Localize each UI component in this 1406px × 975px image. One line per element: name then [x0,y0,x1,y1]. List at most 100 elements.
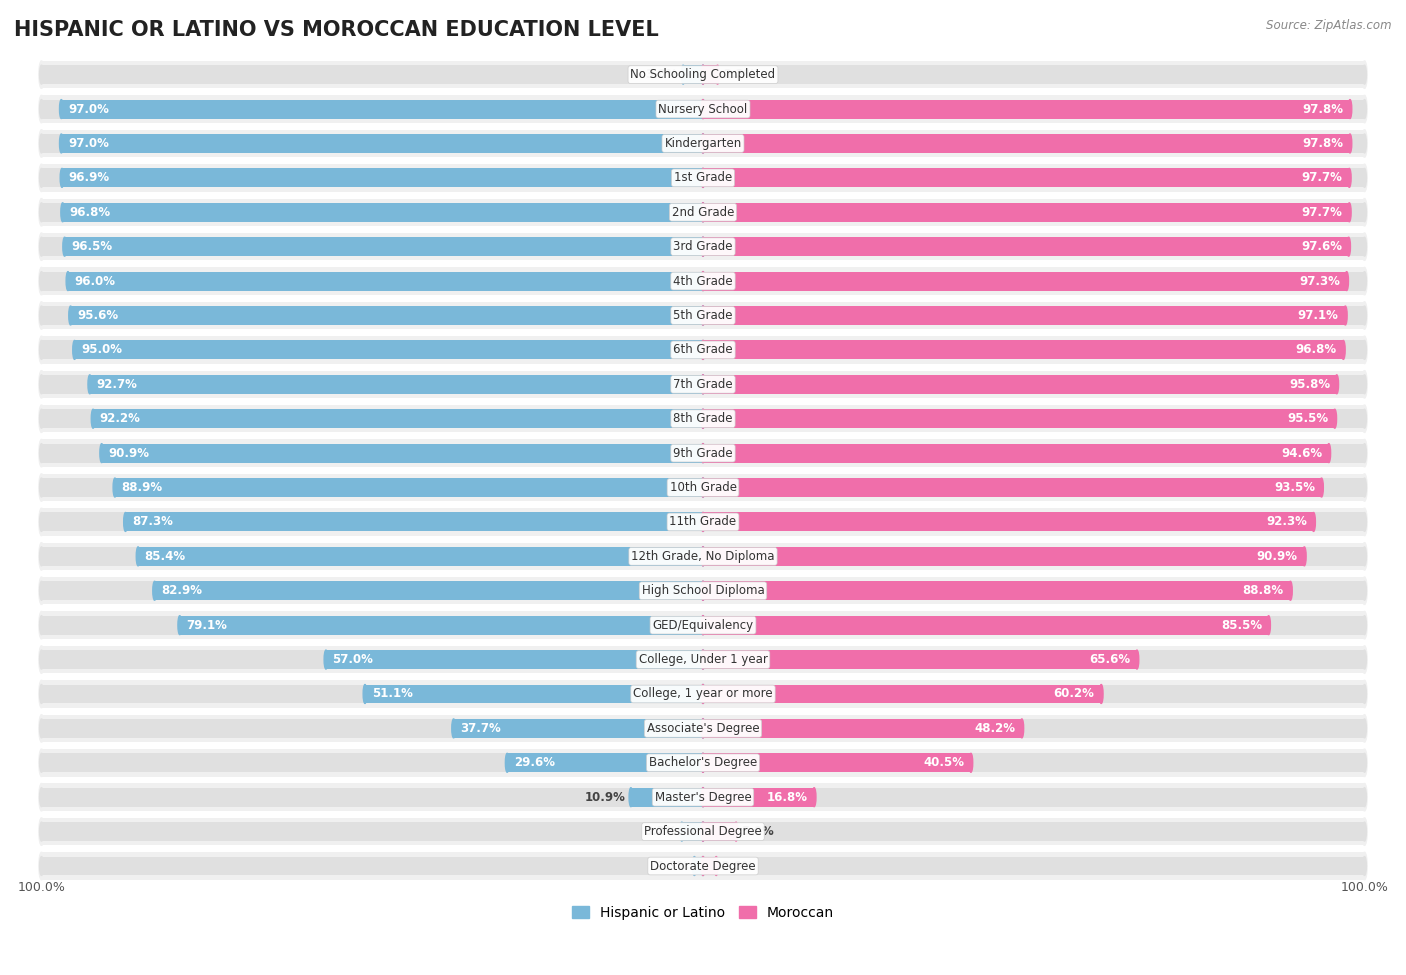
Bar [703,203,1350,221]
Circle shape [1362,681,1367,708]
Circle shape [39,715,44,742]
Text: 97.7%: 97.7% [1302,172,1343,184]
Bar [42,508,1364,535]
Circle shape [702,169,704,187]
Text: 5.0%: 5.0% [741,825,775,838]
Bar [42,645,1364,674]
Circle shape [702,272,704,291]
Circle shape [1362,611,1367,639]
Circle shape [1362,203,1367,221]
Circle shape [702,581,704,601]
Bar [366,684,703,703]
Bar [42,749,1364,776]
Circle shape [1362,272,1367,291]
Circle shape [702,99,704,119]
Text: 88.9%: 88.9% [121,481,163,494]
Circle shape [702,237,704,256]
Circle shape [39,340,44,360]
Text: 97.1%: 97.1% [1298,309,1339,322]
Text: 90.9%: 90.9% [108,447,149,459]
Text: 85.4%: 85.4% [145,550,186,563]
Circle shape [1362,306,1367,325]
Circle shape [702,581,704,601]
Circle shape [702,547,704,565]
Circle shape [325,650,328,669]
Bar [42,130,1364,157]
Circle shape [1362,130,1367,157]
Circle shape [39,370,44,398]
Bar [180,615,703,635]
Bar [42,857,703,876]
Bar [703,684,1101,703]
Circle shape [39,754,44,772]
Circle shape [1362,474,1367,501]
Circle shape [39,615,44,635]
Circle shape [89,374,91,394]
Circle shape [1347,169,1351,187]
Text: 57.0%: 57.0% [333,653,374,666]
Text: 9th Grade: 9th Grade [673,447,733,459]
Circle shape [39,719,44,738]
Circle shape [702,99,704,119]
Circle shape [1348,99,1351,119]
Circle shape [702,581,704,601]
Circle shape [39,134,44,153]
Circle shape [702,272,704,291]
Circle shape [39,233,44,260]
Circle shape [63,237,66,256]
Text: 2.2%: 2.2% [723,68,755,81]
Bar [703,719,1022,738]
Bar [67,272,703,291]
Text: 65.6%: 65.6% [1090,653,1130,666]
Bar [703,615,1364,635]
Circle shape [1362,370,1367,398]
Bar [65,237,703,256]
Bar [454,719,703,738]
Circle shape [1362,684,1367,703]
Bar [42,547,703,565]
Bar [703,134,1350,153]
Circle shape [702,203,704,221]
Text: 96.8%: 96.8% [1295,343,1337,357]
Circle shape [1327,444,1330,462]
Bar [42,440,1364,467]
Circle shape [1362,237,1367,256]
Bar [42,272,703,291]
Text: HISPANIC OR LATINO VS MOROCCAN EDUCATION LEVEL: HISPANIC OR LATINO VS MOROCCAN EDUCATION… [14,20,659,40]
Circle shape [1362,508,1367,535]
Text: Nursery School: Nursery School [658,102,748,116]
Circle shape [702,547,704,565]
Circle shape [1362,444,1367,462]
Text: 95.8%: 95.8% [1289,377,1330,391]
Circle shape [39,306,44,325]
Circle shape [702,410,704,428]
Circle shape [39,822,44,841]
Bar [703,547,1305,565]
Text: 82.9%: 82.9% [162,584,202,598]
Bar [703,684,1364,703]
Bar [703,822,737,841]
Bar [42,306,703,325]
Text: 96.5%: 96.5% [72,240,112,254]
Text: 95.6%: 95.6% [77,309,118,322]
Text: 92.2%: 92.2% [100,412,141,425]
Circle shape [39,784,44,811]
Circle shape [39,65,44,84]
Circle shape [1362,581,1367,601]
Circle shape [702,754,704,772]
Bar [703,788,1364,806]
Text: 87.3%: 87.3% [132,516,173,528]
Circle shape [1312,513,1316,531]
Circle shape [1362,440,1367,467]
Text: 100.0%: 100.0% [1340,881,1389,894]
Text: Source: ZipAtlas.com: Source: ZipAtlas.com [1267,20,1392,32]
Text: 92.7%: 92.7% [97,377,138,391]
Text: 94.6%: 94.6% [1281,447,1322,459]
Circle shape [702,615,704,635]
Text: 90.9%: 90.9% [1257,550,1298,563]
Circle shape [39,444,44,462]
Bar [155,581,703,601]
Circle shape [702,340,704,360]
Bar [703,410,1364,428]
Text: 37.7%: 37.7% [460,722,501,735]
